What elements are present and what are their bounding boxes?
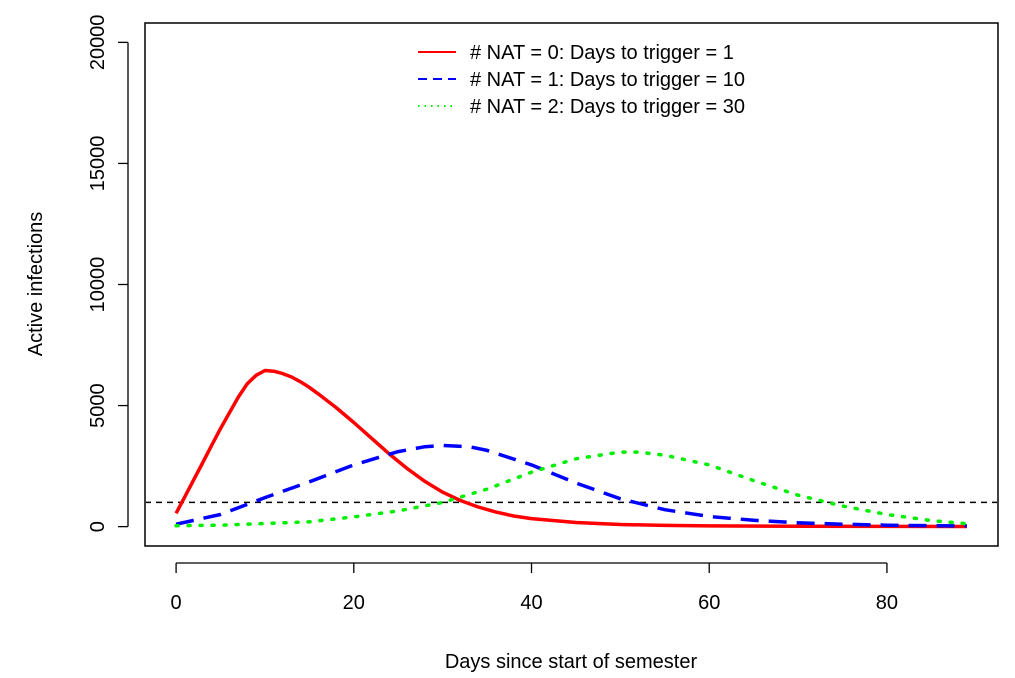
x-tick-label: 60 <box>698 592 720 614</box>
legend-label-0: # NAT = 0: Days to trigger = 1 <box>470 42 734 64</box>
x-axis-title: Days since start of semester <box>445 651 698 673</box>
series-line-2 <box>174 450 969 528</box>
x-tick-label: 80 <box>876 592 898 614</box>
plot-frame <box>144 22 999 547</box>
y-tick-label: 15000 <box>87 136 109 192</box>
series-line-0 <box>174 368 967 529</box>
y-tick-label: 5000 <box>87 383 109 428</box>
legend-label-1: # NAT = 1: Days to trigger = 10 <box>470 69 745 91</box>
x-axis: 0 20 40 60 80 <box>171 562 898 614</box>
legend-label-2: # NAT = 2: Days to trigger = 30 <box>470 96 745 118</box>
x-tick-label: 0 <box>171 592 182 614</box>
x-tick-label: 40 <box>520 592 542 614</box>
series-line-1 <box>175 443 967 528</box>
y-tick-label: 0 <box>87 521 109 532</box>
legend: # NAT = 0: Days to trigger = 1 # NAT = 1:… <box>418 42 745 118</box>
y-tick-label: 10000 <box>87 257 109 313</box>
x-tick-label: 20 <box>343 592 365 614</box>
y-tick-label: 20000 <box>87 15 109 71</box>
y-axis-title: Active infections <box>25 212 47 357</box>
y-axis: 0 5000 10000 15000 20000 <box>87 15 129 532</box>
